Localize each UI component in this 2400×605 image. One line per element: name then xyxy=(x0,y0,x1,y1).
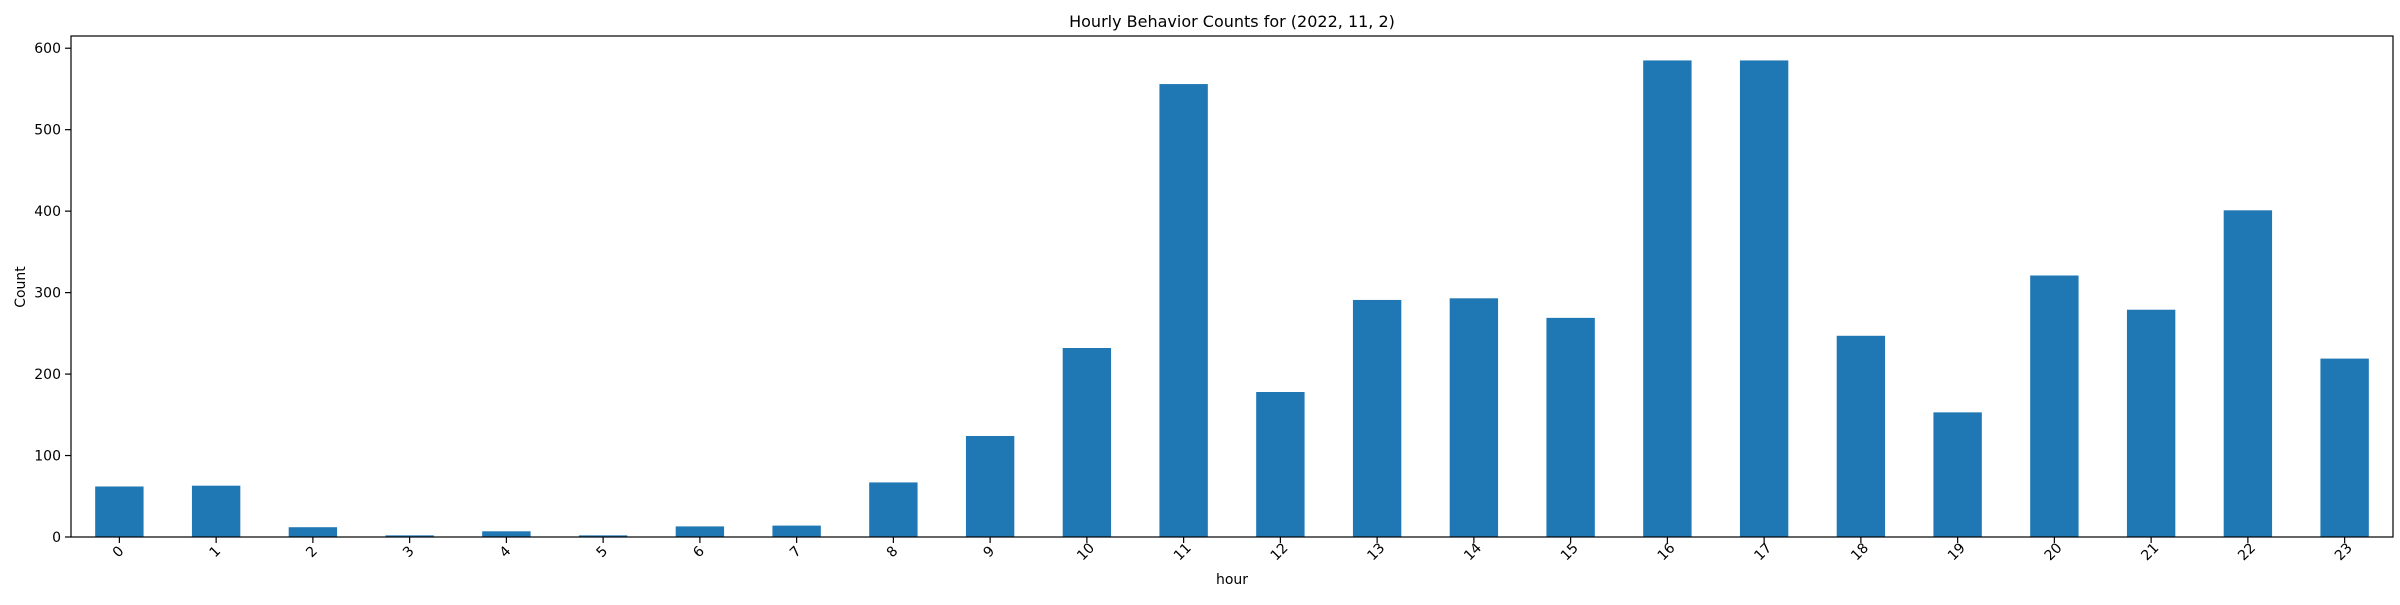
x-axis-label: hour xyxy=(1216,572,1248,588)
bar-hour-10 xyxy=(1062,348,1112,537)
x-tick-label: 19 xyxy=(1945,540,1969,564)
bar-hour-18 xyxy=(1836,335,1886,537)
y-tick-label: 200 xyxy=(34,367,61,383)
x-tick-label: 23 xyxy=(2332,540,2356,564)
bar-hour-12 xyxy=(1256,392,1305,537)
x-tick-label: 1 xyxy=(206,543,224,561)
x-tick-label: 5 xyxy=(593,543,611,561)
x-tick-label: 20 xyxy=(2042,540,2066,564)
bar-hour-21 xyxy=(2126,309,2176,537)
bar-hour-22 xyxy=(2223,210,2273,537)
bar-hour-8 xyxy=(869,482,918,537)
bar-hour-16 xyxy=(1643,60,1692,537)
bars-group xyxy=(95,60,2369,537)
bar-hour-11 xyxy=(1159,84,1208,537)
y-tick-label: 300 xyxy=(34,286,61,302)
y-tick-label: 0 xyxy=(52,530,61,546)
y-tick-label: 100 xyxy=(34,449,61,465)
x-tick-label: 8 xyxy=(884,543,902,561)
bar-hour-19 xyxy=(1933,412,1982,537)
x-tick-label: 15 xyxy=(1558,540,1582,564)
x-tick-label: 17 xyxy=(1751,540,1775,564)
bar-hour-0 xyxy=(95,486,144,537)
x-tick-label: 4 xyxy=(497,543,515,561)
bar-hour-14 xyxy=(1449,298,1499,537)
x-tick-label: 22 xyxy=(2235,540,2259,564)
chart-title: Hourly Behavior Counts for (2022, 11, 2) xyxy=(1069,12,1395,31)
x-tick-label: 13 xyxy=(1364,540,1388,564)
x-tick-label: 21 xyxy=(2138,540,2162,564)
x-tick-label: 12 xyxy=(1268,540,1292,564)
bar-hour-20 xyxy=(2030,275,2079,537)
bar-hour-7 xyxy=(772,525,821,537)
bar-hour-5 xyxy=(578,535,628,537)
x-ticks-group: 0 1 2 3 4 5 6 7 8 9 10 11 12 13 14 15 16 17 18 19 20 21 22 23 xyxy=(110,537,2356,564)
bar-hour-1 xyxy=(191,485,241,537)
bar-hour-23 xyxy=(2320,358,2369,537)
bar-hour-6 xyxy=(675,526,725,537)
plot-frame xyxy=(70,35,2394,538)
x-tick-label: 16 xyxy=(1655,540,1679,564)
bar-hour-15 xyxy=(1546,317,1595,537)
x-tick-label: 11 xyxy=(1171,540,1195,564)
bar-hour-2 xyxy=(288,527,338,537)
x-tick-label: 3 xyxy=(400,543,418,561)
x-tick-label: 9 xyxy=(980,543,998,561)
y-ticks-group: 0 100 200 300 400 500 600 xyxy=(34,41,71,546)
bar-hour-4 xyxy=(482,531,531,537)
y-tick-label: 600 xyxy=(34,41,61,57)
y-axis-label: Count xyxy=(13,266,29,308)
x-tick-label: 14 xyxy=(1461,540,1485,564)
x-tick-label: 6 xyxy=(690,543,708,561)
y-tick-label: 400 xyxy=(34,204,61,220)
x-tick-label: 10 xyxy=(1074,540,1098,564)
bar-hour-17 xyxy=(1739,60,1789,537)
bar-hour-3 xyxy=(385,535,434,537)
bar-hour-13 xyxy=(1352,299,1402,537)
x-tick-label: 0 xyxy=(110,543,128,561)
bar-hour-9 xyxy=(965,435,1015,537)
x-tick-label: 7 xyxy=(787,543,805,561)
x-tick-label: 2 xyxy=(303,543,321,561)
y-tick-label: 500 xyxy=(34,123,61,139)
x-tick-label: 18 xyxy=(1848,540,1872,564)
